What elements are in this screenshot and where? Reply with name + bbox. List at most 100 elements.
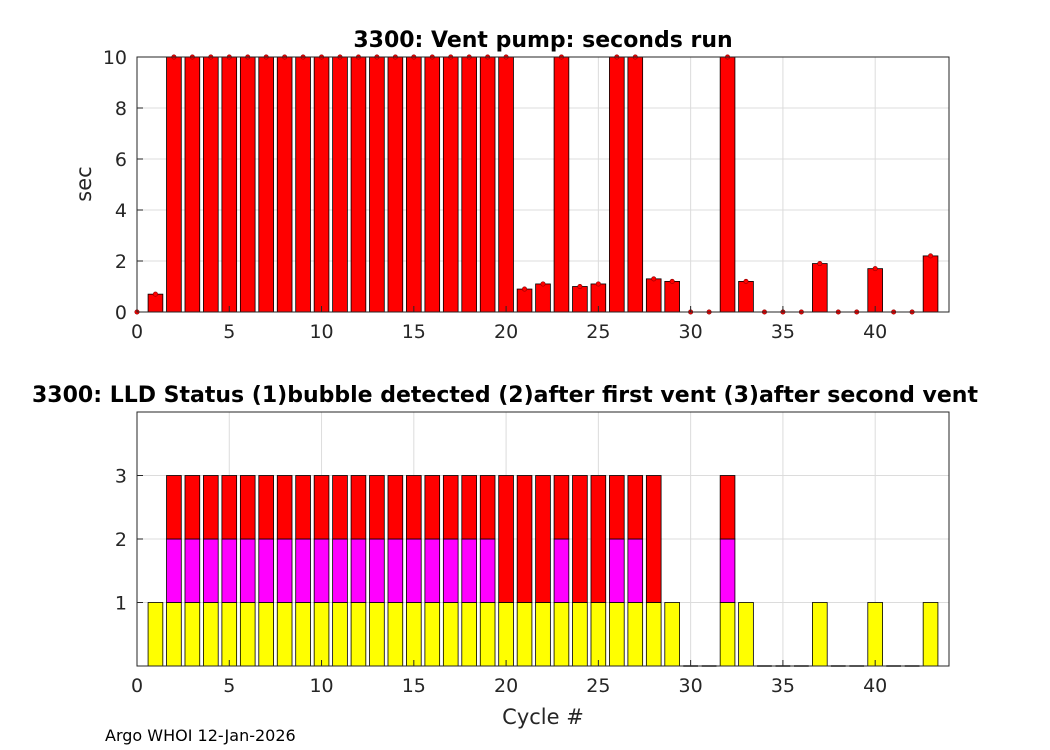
lld-status-bar-segment-1 <box>332 602 348 667</box>
lld-status-bar-segment-1 <box>738 602 754 667</box>
lld-status-bar-segment-3 <box>516 475 533 603</box>
lld-status-bar-segment-3 <box>424 475 441 540</box>
vent-pump-bar <box>498 56 514 313</box>
lld-status-bar-segment-2 <box>424 538 441 603</box>
lld-status-bar-segment-3 <box>461 475 477 540</box>
vent-pump-bar <box>424 56 441 313</box>
lld-status-bar-segment-2 <box>461 538 477 603</box>
ax2-xtick-label: 40 <box>863 675 887 697</box>
lld-status-ticks: 0 5 10 15 20 25 30 35 40 1 2 3 <box>115 466 887 698</box>
vent-pump-bar <box>369 56 385 313</box>
lld-status-bar-segment-2 <box>166 538 182 603</box>
lld-status-bar-segment-3 <box>295 475 311 540</box>
ax2-xtick-label: 30 <box>679 675 703 697</box>
lld-status-bar-segment-3 <box>498 475 514 603</box>
vent-pump-bar <box>387 56 404 313</box>
lld-status-bar-segment-3 <box>203 475 219 540</box>
ax1-ytick-label: 2 <box>115 251 127 273</box>
vent-pump-bar <box>184 56 201 313</box>
lld-status-bar-segment-2 <box>239 538 256 603</box>
vent-pump-bar <box>332 56 348 313</box>
ax1-xtick-label: 20 <box>494 321 518 343</box>
lld-status-bar-segment-2 <box>719 538 736 603</box>
lld-status-bar-segment-1 <box>424 602 441 667</box>
lld-status-bar-segment-3 <box>627 475 644 540</box>
ax2-ytick-label: 3 <box>115 466 127 488</box>
vent-pump-point <box>928 253 934 259</box>
vent-pump-bar <box>147 293 164 313</box>
lld-status-bar-segment-1 <box>627 602 644 667</box>
lld-status-bar-segment-3 <box>645 475 662 603</box>
lld-status-bar-segment-2 <box>609 538 625 603</box>
footer-credit: Argo WHOI 12-Jan-2026 <box>105 726 296 745</box>
lld-status-bar-segment-2 <box>313 538 330 603</box>
lld-status-bar-segment-2 <box>369 538 385 603</box>
vent-pump-bar <box>516 288 533 313</box>
vent-pump-bar <box>221 56 238 313</box>
lld-status-bar-segment-3 <box>166 475 182 540</box>
lld-status-bar-segment-2 <box>332 538 348 603</box>
lld-status-bar-segment-1 <box>516 602 533 667</box>
lld-status-bar-segment-1 <box>812 602 828 667</box>
vent-pump-ylabel: sec <box>72 166 96 201</box>
lld-status-bar-segment-1 <box>276 602 293 667</box>
vent-pump-point <box>595 281 601 287</box>
ax2-xtick-label: 0 <box>131 675 143 697</box>
vent-pump-axes: 0 5 10 15 20 25 30 35 40 0 2 4 6 8 10 3300: Vent pump:… <box>72 28 950 343</box>
vent-pump-bar <box>719 56 736 313</box>
lld-status-bar-segment-2 <box>184 538 201 603</box>
vent-pump-bar <box>239 56 256 313</box>
ax1-ytick-label: 10 <box>103 47 127 69</box>
vent-pump-bar <box>812 263 828 313</box>
vent-pump-point <box>651 276 657 282</box>
lld-status-bar-segment-1 <box>867 602 883 667</box>
vent-pump-bar <box>350 56 367 313</box>
lld-status-bar-segment-1 <box>664 602 680 667</box>
lld-status-bar-segment-1 <box>535 602 551 667</box>
ax1-ytick-label: 6 <box>115 149 127 171</box>
vent-pump-bar <box>867 268 883 313</box>
lld-status-bar-segment-1 <box>498 602 514 667</box>
lld-status-bar-segment-2 <box>442 538 459 603</box>
lld-status-bar-segment-2 <box>479 538 496 603</box>
lld-status-bar-segment-3 <box>387 475 404 540</box>
ax1-ytick-label: 4 <box>115 200 127 222</box>
vent-pump-bar <box>258 56 274 313</box>
lld-status-bar-segment-3 <box>221 475 238 540</box>
lld-status-bar-segment-1 <box>719 602 736 667</box>
lld-status-bar-segment-2 <box>295 538 311 603</box>
vent-pump-bar <box>313 56 330 313</box>
vent-pump-bar <box>535 283 551 313</box>
lld-status-bar-segment-1 <box>590 602 607 667</box>
lld-status-bar-segment-1 <box>645 602 662 667</box>
ax2-xtick-label: 10 <box>309 675 333 697</box>
lld-status-bar-segment-3 <box>572 475 588 603</box>
lld-status-bar-segment-3 <box>332 475 348 540</box>
lld-status-bar-segment-2 <box>627 538 644 603</box>
lld-status-bar-segment-2 <box>203 538 219 603</box>
lld-status-bar-segment-1 <box>387 602 404 667</box>
lld-status-bar-segment-1 <box>221 602 238 667</box>
lld-status-bar-segment-1 <box>442 602 459 667</box>
vent-pump-bar <box>627 56 644 313</box>
vent-pump-point <box>669 278 675 284</box>
ax1-xtick-label: 0 <box>131 321 143 343</box>
lld-status-bar-segment-1 <box>572 602 588 667</box>
lld-status-axes: 0 5 10 15 20 25 30 35 40 1 2 3 3300: LLD Status (1)… <box>32 383 978 729</box>
lld-status-bar-segment-1 <box>313 602 330 667</box>
lld-status-bar-segment-1 <box>369 602 385 667</box>
lld-status-bar-segment-1 <box>350 602 367 667</box>
vent-pump-bar <box>461 56 477 313</box>
lld-status-bar-segment-2 <box>350 538 367 603</box>
vent-pump-ticks: 0 5 10 15 20 25 30 35 40 0 2 4 6 8 10 <box>103 47 887 343</box>
lld-status-bars <box>147 475 939 667</box>
vent-pump-bar <box>922 255 939 313</box>
vent-pump-bar <box>479 56 496 313</box>
ax2-xtick-label: 15 <box>402 675 426 697</box>
vent-pump-point <box>817 261 823 267</box>
lld-status-bar-segment-3 <box>276 475 293 540</box>
ax1-xtick-label: 5 <box>223 321 235 343</box>
lld-status-bar-segment-3 <box>553 475 570 540</box>
lld-status-bar-segment-1 <box>609 602 625 667</box>
ax1-xtick-label: 40 <box>863 321 887 343</box>
